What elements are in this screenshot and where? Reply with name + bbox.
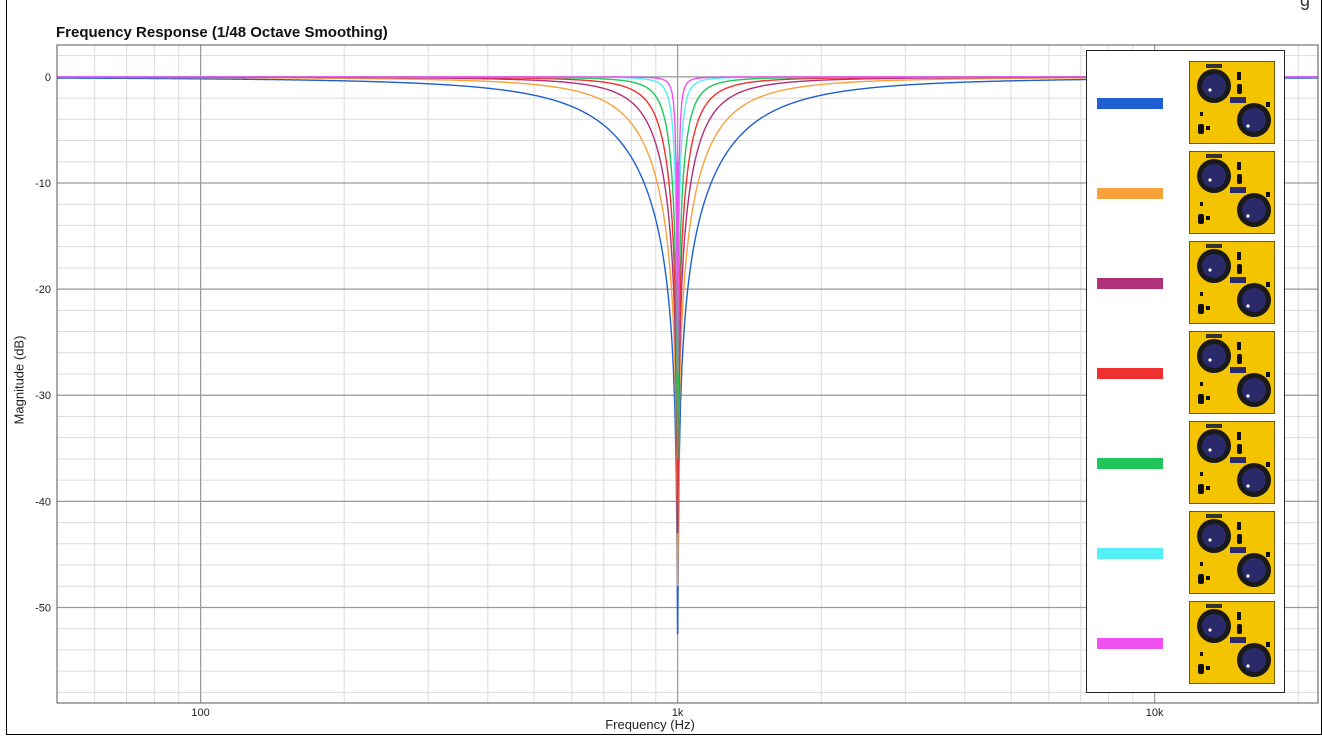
legend-swatch bbox=[1097, 368, 1163, 379]
legend-item-7 bbox=[1087, 591, 1284, 684]
eq-knob-panel-icon bbox=[1189, 601, 1275, 684]
chart-title: Frequency Response (1/48 Octave Smoothin… bbox=[56, 24, 388, 41]
legend-item-4 bbox=[1087, 321, 1284, 414]
y-tick-label: -30 bbox=[35, 390, 51, 402]
corner-fragment: g bbox=[1300, 0, 1311, 10]
legend-swatch bbox=[1097, 458, 1163, 469]
eq-knob-panel-icon bbox=[1189, 511, 1275, 594]
legend-item-1 bbox=[1087, 51, 1284, 144]
legend-item-6 bbox=[1087, 501, 1284, 594]
legend bbox=[1086, 50, 1285, 693]
legend-item-2 bbox=[1087, 141, 1284, 234]
y-tick-label: 0 bbox=[45, 72, 51, 84]
legend-swatch bbox=[1097, 98, 1163, 109]
legend-item-3 bbox=[1087, 231, 1284, 324]
y-tick-label: -50 bbox=[35, 602, 51, 614]
eq-knob-panel-icon bbox=[1189, 151, 1275, 234]
eq-knob-panel-icon bbox=[1189, 421, 1275, 504]
eq-knob-panel-icon bbox=[1189, 241, 1275, 324]
legend-swatch bbox=[1097, 638, 1163, 649]
eq-knob-panel-icon bbox=[1189, 61, 1275, 144]
y-tick-label: -40 bbox=[35, 496, 51, 508]
eq-knob-panel-icon bbox=[1189, 331, 1275, 414]
x-tick-label: 10k bbox=[1146, 707, 1164, 719]
x-tick-label: 100 bbox=[191, 707, 209, 719]
x-tick-label: 1k bbox=[672, 707, 684, 719]
legend-swatch bbox=[1097, 188, 1163, 199]
legend-swatch bbox=[1097, 278, 1163, 289]
plot-border bbox=[56, 44, 1319, 704]
x-axis-label: Frequency (Hz) bbox=[605, 717, 695, 732]
y-tick-label: -20 bbox=[35, 284, 51, 296]
legend-item-5 bbox=[1087, 411, 1284, 504]
legend-swatch bbox=[1097, 548, 1163, 559]
y-tick-label: -10 bbox=[35, 178, 51, 190]
